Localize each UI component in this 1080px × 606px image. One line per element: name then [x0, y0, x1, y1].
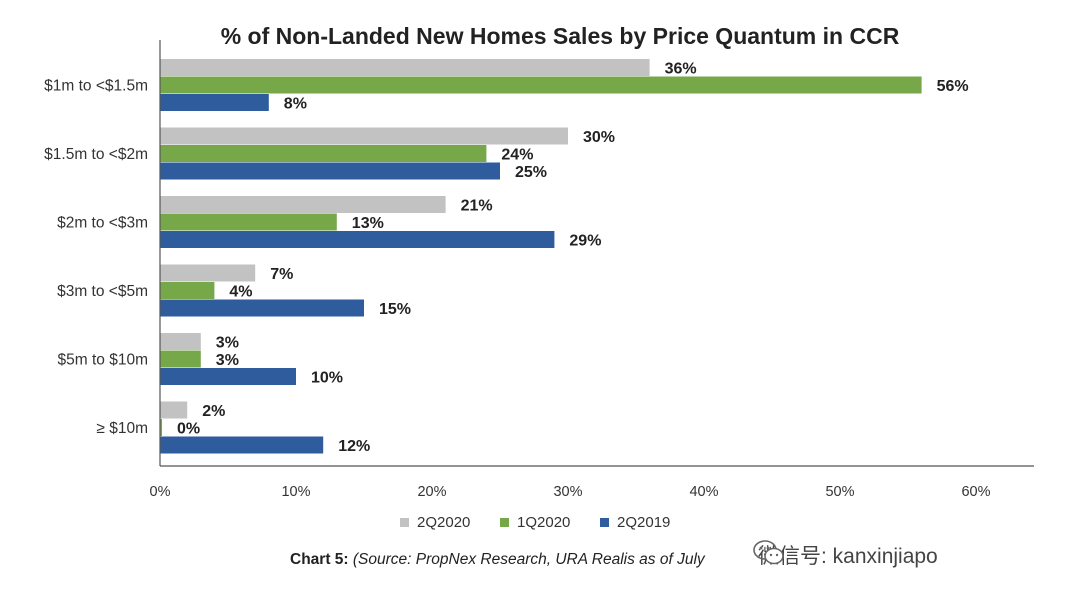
bar-2q2019-4: [160, 368, 296, 385]
category-label: $1.5m to <$2m: [44, 146, 148, 163]
bar-1q2020-1: [160, 145, 487, 162]
bar-1q2020-4: [160, 350, 201, 368]
chart-caption: Chart 5: (Source: PropNex Research, URA …: [290, 551, 705, 569]
bar-2q2020-3: [160, 264, 256, 282]
data-label: 24%: [501, 147, 533, 164]
bar-2q2019-1: [160, 162, 500, 180]
bar-2q2019-0: [160, 94, 269, 111]
x-tick-label: 50%: [825, 484, 854, 500]
data-label: 3%: [216, 335, 239, 352]
data-label: 10%: [311, 370, 343, 387]
x-tick-label: 20%: [417, 484, 446, 500]
data-label: 30%: [583, 129, 615, 146]
data-label: 15%: [379, 301, 411, 318]
data-label: 29%: [569, 233, 601, 250]
x-tick-label: 40%: [689, 484, 718, 500]
x-tick-label: 10%: [281, 484, 310, 500]
legend-label: 2Q2020: [417, 514, 470, 531]
bar-2q2020-0: [160, 59, 650, 76]
caption-source: (Source: PropNex Research, URA Realis as…: [352, 551, 705, 568]
caption-label: Chart 5:: [290, 551, 349, 568]
data-label: 3%: [216, 352, 239, 369]
bar-2q2020-1: [160, 127, 568, 145]
data-label: 12%: [338, 438, 370, 455]
data-label: 4%: [229, 284, 252, 301]
data-label: 21%: [461, 198, 493, 215]
watermark: 微信号: kanxinjiapo: [752, 539, 938, 571]
bar-1q2020-0: [160, 76, 922, 94]
bar-2q2020-2: [160, 196, 446, 213]
legend-swatch-2q2020: [400, 518, 409, 527]
legend-label: 2Q2019: [617, 514, 670, 531]
bar-2q2019-2: [160, 231, 555, 248]
bar-1q2020-3: [160, 282, 215, 299]
bar-chart: % of Non-Landed New Homes Sales by Price…: [44, 23, 1034, 531]
data-label: 0%: [177, 421, 200, 438]
bar-2q2020-5: [160, 401, 188, 419]
legend-swatch-1q2020: [500, 518, 509, 527]
data-label: 2%: [202, 403, 225, 420]
category-label: $3m to <$5m: [57, 283, 148, 300]
category-label: $1m to <$1.5m: [44, 77, 148, 94]
data-label: 7%: [270, 266, 293, 283]
data-label: 36%: [665, 61, 697, 78]
x-tick-label: 30%: [553, 484, 582, 500]
data-label: 13%: [352, 215, 384, 232]
category-label: $2m to <$3m: [57, 214, 148, 231]
bar-2q2019-5: [160, 436, 324, 454]
wechat-icon: [753, 540, 784, 565]
legend-label: 1Q2020: [517, 514, 570, 531]
x-tick-label: 60%: [961, 484, 990, 500]
bar-1q2020-5: [160, 419, 162, 436]
data-label: 25%: [515, 164, 547, 181]
legend-swatch-2q2019: [600, 518, 609, 527]
x-tick-label: 0%: [150, 484, 171, 500]
bar-2q2019-3: [160, 299, 364, 317]
data-label: 56%: [937, 78, 969, 95]
watermark-text: 微信号: kanxinjiapo: [758, 545, 938, 568]
category-label: $5m to $10m: [58, 351, 148, 368]
category-label: ≥ $10m: [96, 420, 148, 437]
bar-1q2020-2: [160, 213, 337, 231]
data-label: 8%: [284, 96, 307, 113]
chart-title: % of Non-Landed New Homes Sales by Price…: [221, 23, 900, 49]
bar-2q2020-4: [160, 333, 201, 350]
